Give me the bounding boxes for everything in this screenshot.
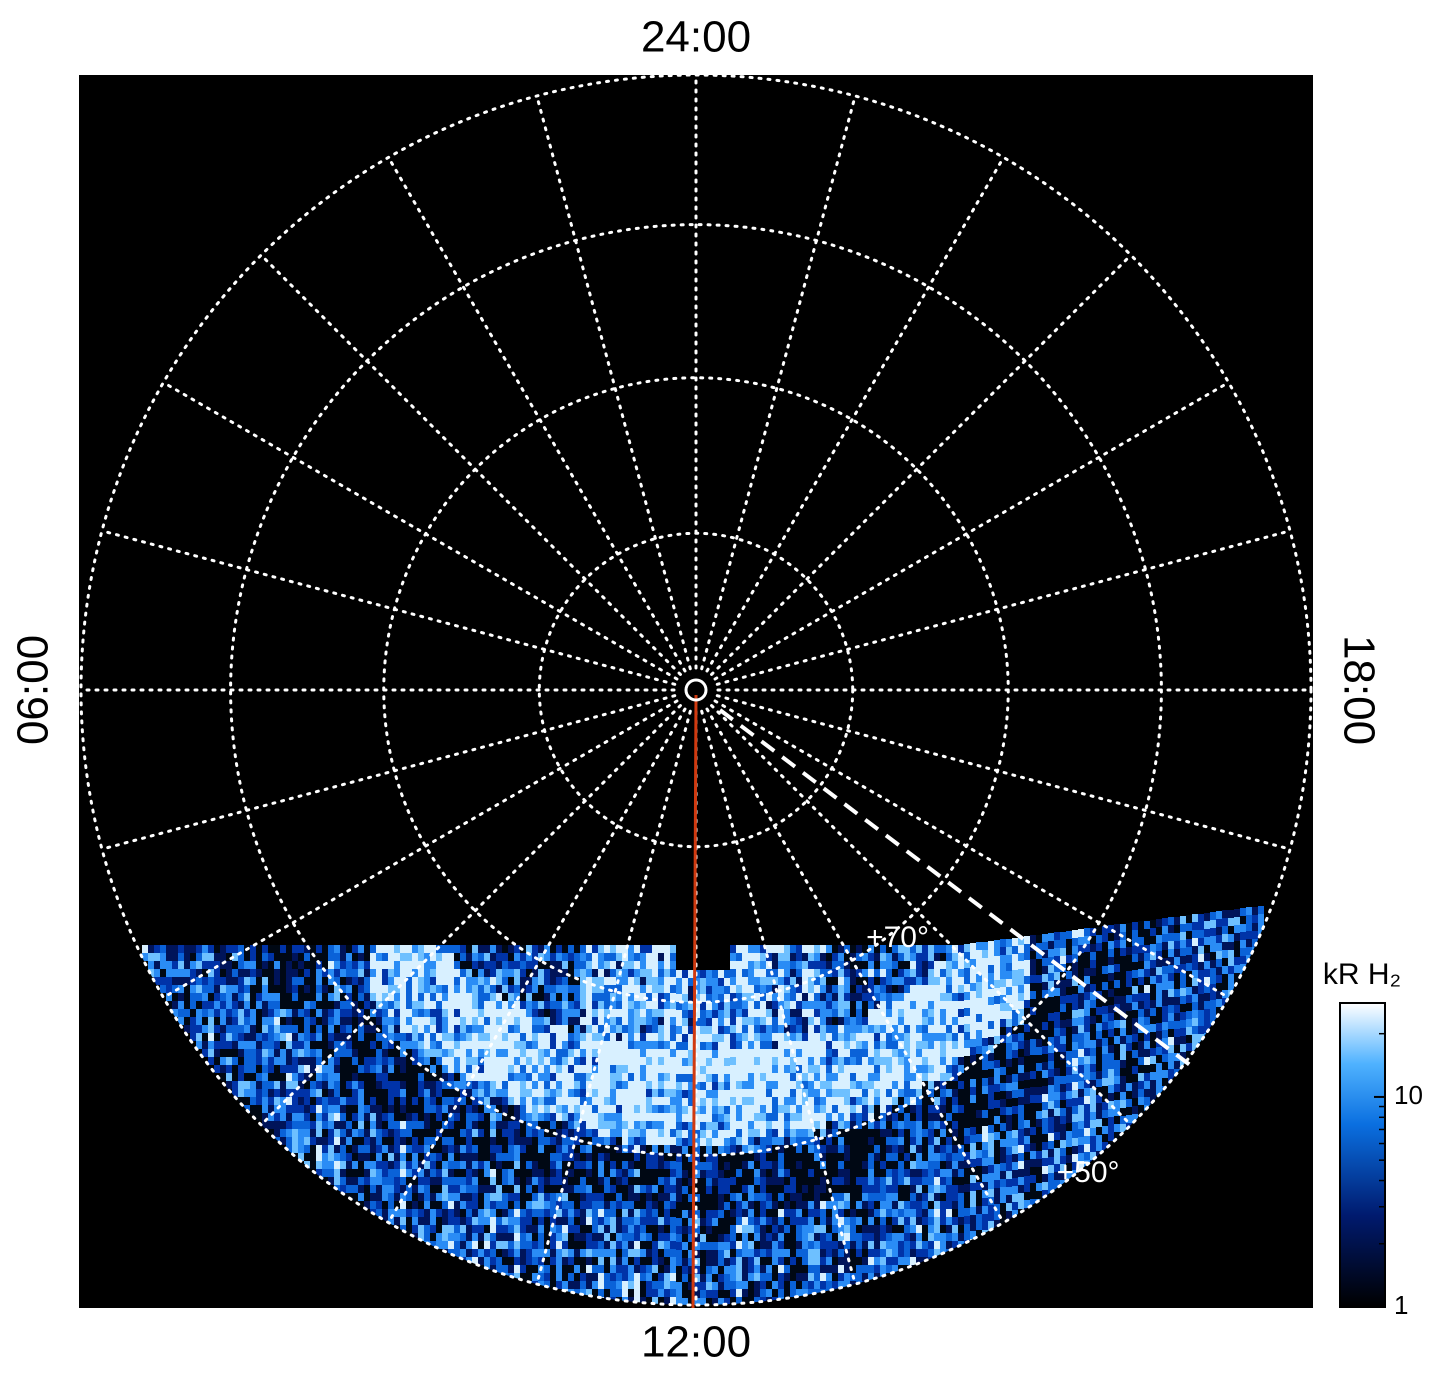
meridian-line: [713, 699, 1231, 999]
meridian-line: [700, 709, 857, 1286]
meridian-line: [161, 699, 679, 999]
colorbar-tick-label: 10: [1394, 1080, 1423, 1110]
meridian-line: [100, 694, 677, 851]
meridian-line: [259, 704, 682, 1127]
labels: 24:00 06:00 12:00 18:00 +70° +50°: [9, 13, 1384, 1367]
hour-label: 18:00: [1334, 635, 1383, 745]
emission-pixels: [142, 929, 1210, 1305]
dashed-line: [718, 708, 1192, 1067]
latitude-circle: [79, 73, 1313, 1307]
meridian-line: [705, 707, 1005, 1225]
meridian-line: [259, 253, 682, 676]
colorbar-label: kR H₂: [1323, 958, 1401, 991]
meridian-line: [705, 155, 1005, 673]
latitude-label: +50°: [1057, 1156, 1120, 1189]
emission-pixels: [160, 915, 1246, 1305]
meridian-line: [100, 529, 677, 686]
meridian-line: [710, 253, 1133, 676]
meridian-line: [387, 707, 687, 1225]
meridian-line: [715, 694, 1292, 851]
meridian-line: [700, 94, 857, 671]
colorbar-ticks: kR H₂ 1 10: [1323, 958, 1423, 1320]
hour-label: 24:00: [641, 13, 751, 62]
colorbar-tick-label: 1: [1394, 1290, 1408, 1320]
grid: [79, 73, 1313, 1307]
hour-label: 12:00: [641, 1318, 751, 1367]
meridian-line: [535, 709, 692, 1286]
meridian-line: [161, 381, 679, 681]
emission-pixels: [148, 907, 1264, 1305]
noon-meridian-line: [691, 694, 698, 1309]
meridian-line: [387, 155, 687, 673]
meridian-line: [710, 704, 1133, 1127]
latitude-label: +70°: [866, 921, 929, 954]
hour-label: 06:00: [9, 635, 58, 745]
meridian-line: [535, 94, 692, 671]
meridian-line: [713, 381, 1231, 681]
emission-pixels: [142, 907, 1264, 1305]
colorbar: [1339, 1002, 1386, 1308]
pole-marker: [684, 678, 708, 702]
meridian-line: [715, 529, 1292, 686]
